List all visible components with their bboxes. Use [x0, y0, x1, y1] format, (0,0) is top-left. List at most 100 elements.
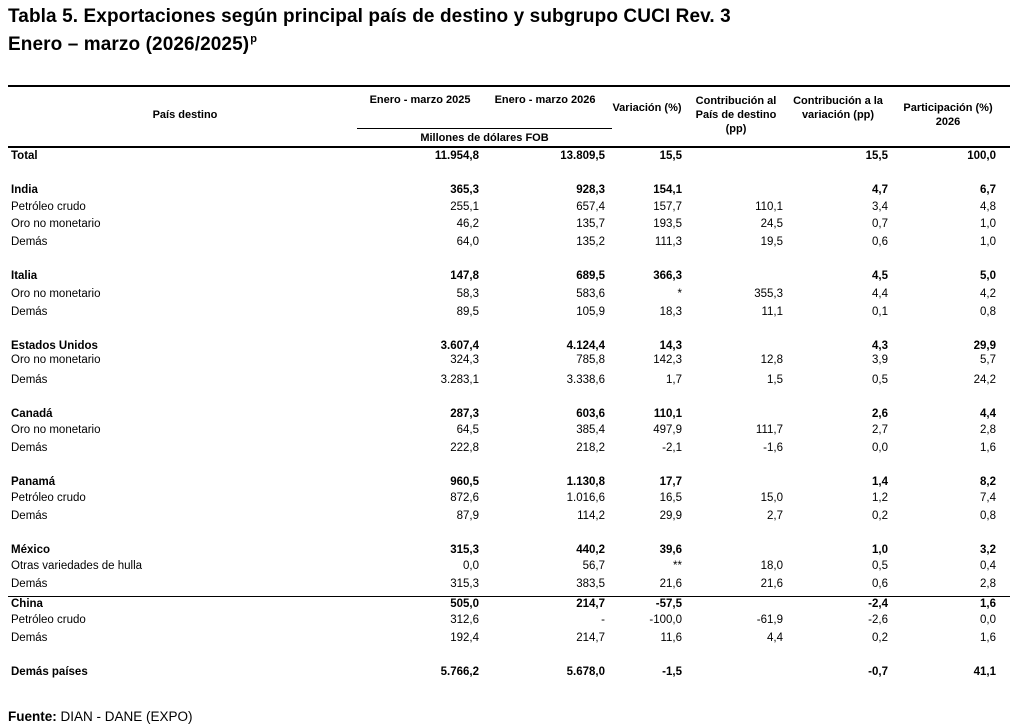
china-separator-rule [8, 596, 1010, 597]
row-label: México [11, 544, 50, 556]
cell-var: ** [673, 560, 682, 572]
cell-var: 1,7 [666, 374, 682, 386]
cell-v2025: 64,0 [456, 236, 479, 248]
cell-cv: -2,6 [868, 614, 888, 626]
cell-cv: 0,5 [872, 560, 888, 572]
cell-cp: 111,7 [755, 424, 783, 436]
cell-var: * [677, 288, 682, 300]
cell-part: 2,8 [980, 578, 996, 590]
row-label: Demás [11, 236, 48, 248]
cell-var: 110,1 [653, 408, 682, 420]
cell-v2026: 440,2 [576, 544, 605, 556]
footer-text: DIAN - DANE (EXPO) [56, 709, 193, 724]
cell-cp [700, 148, 783, 164]
cell-cv: 3,9 [872, 354, 888, 366]
header-contribucion-pais: Contribución al País de destino (pp) [695, 95, 777, 135]
cell-cv: 3,4 [872, 201, 888, 213]
cell-cp: 24,5 [760, 218, 783, 230]
cell-cp: 21,6 [760, 578, 783, 590]
cell-cp: 355,3 [754, 288, 783, 300]
row-label: Demás [11, 510, 48, 522]
row-label: Demás [11, 632, 48, 644]
cell-v2026: 214,7 [576, 632, 605, 644]
cell-v2026: 583,6 [576, 288, 605, 300]
cell-cv: 4,4 [872, 288, 888, 300]
cell-var: 157,7 [653, 201, 682, 213]
cell-part: 6,7 [980, 184, 996, 196]
cell-v2026: 135,2 [576, 236, 605, 248]
cell-cp: 2,7 [767, 510, 783, 522]
header-enero-2025: Enero - marzo 2025 [369, 94, 471, 106]
row-label: China [11, 598, 43, 610]
row-label: Italia [11, 270, 38, 282]
row-label: Canadá [11, 408, 53, 420]
cell-v2026: 928,3 [576, 184, 605, 196]
cell-cp: 11,1 [761, 306, 783, 318]
cell-part: 4,4 [980, 408, 996, 420]
cell-var: 111,3 [654, 236, 682, 248]
cell-v2025: 0,0 [463, 560, 479, 572]
row-label: Demás países [11, 666, 88, 678]
cell-v2025: 147,8 [450, 270, 479, 282]
cell-var: 193,5 [653, 218, 682, 230]
cell-v2026: 3.338,6 [566, 374, 605, 386]
cell-part: 4,2 [980, 288, 996, 300]
cell-cv: -0,7 [868, 666, 888, 678]
cell-v2026: 383,5 [576, 578, 605, 590]
cell-v2025: 505,0 [450, 598, 479, 610]
row-label: Otras variedades de hulla [11, 560, 143, 572]
cell-var: -1,5 [662, 666, 682, 678]
cell-cp [700, 182, 783, 198]
cell-cv: 0,2 [872, 632, 888, 644]
cell-v2026: 385,4 [576, 424, 605, 436]
cell-cp: 12,8 [760, 354, 783, 366]
cell-v2026: 114,2 [577, 510, 605, 522]
cell-cp: 18,0 [760, 560, 783, 572]
row-label: Oro no monetario [11, 218, 101, 230]
cell-cp: 110,1 [755, 201, 783, 213]
cell-var: 497,9 [653, 424, 682, 436]
cell-v2026: - [601, 614, 605, 626]
cell-var: 16,5 [659, 492, 682, 504]
cell-v2025: 222,8 [450, 442, 479, 454]
cell-cp [700, 596, 783, 612]
cell-cv: 0,1 [872, 306, 888, 318]
cell-v2025: 960,5 [450, 476, 479, 488]
cell-part: 0,0 [980, 614, 996, 626]
cell-v2025: 87,9 [456, 510, 479, 522]
cell-part: 2,8 [980, 424, 996, 436]
row-label: India [11, 184, 38, 196]
header-contribucion-variacion: Contribución a la variación (pp) [793, 95, 883, 121]
cell-cp: -1,6 [763, 442, 783, 454]
cell-part: 41,1 [973, 666, 996, 678]
cell-part: 1,6 [980, 598, 996, 610]
row-label: Demás [11, 442, 48, 454]
cell-cv: 0,0 [872, 442, 888, 454]
cell-var: 14,3 [659, 340, 682, 352]
cell-cv: 1,2 [872, 492, 888, 504]
cell-part: 1,6 [980, 632, 996, 644]
preliminary-mark: p [250, 33, 258, 45]
cell-part: 3,2 [980, 544, 996, 556]
cell-cv: 2,6 [872, 408, 888, 420]
cell-v2025: 64,5 [456, 424, 479, 436]
row-label: Estados Unidos [11, 340, 98, 352]
cell-part: 7,4 [980, 492, 996, 504]
cell-var: 154,1 [653, 184, 682, 196]
cell-cv: 4,7 [872, 184, 888, 196]
cell-v2025: 315,3 [450, 544, 479, 556]
cell-part: 24,2 [973, 374, 996, 386]
header-variacion: Variación (%) [612, 102, 682, 114]
cell-cp: -61,9 [756, 614, 783, 626]
cell-v2025: 365,3 [450, 184, 479, 196]
row-label: Petróleo crudo [11, 492, 86, 504]
table-title: Tabla 5. Exportaciones según principal p… [8, 6, 731, 27]
cell-var: -2,1 [662, 442, 682, 454]
cell-var: 366,3 [653, 270, 682, 282]
header-enero-2026: Enero - marzo 2026 [494, 94, 596, 106]
cell-cv: 0,7 [872, 218, 888, 230]
row-label: Total [11, 150, 38, 162]
cell-cv: -2,4 [868, 598, 888, 610]
cell-var: 21,6 [659, 578, 682, 590]
cell-cp: 15,0 [760, 492, 783, 504]
